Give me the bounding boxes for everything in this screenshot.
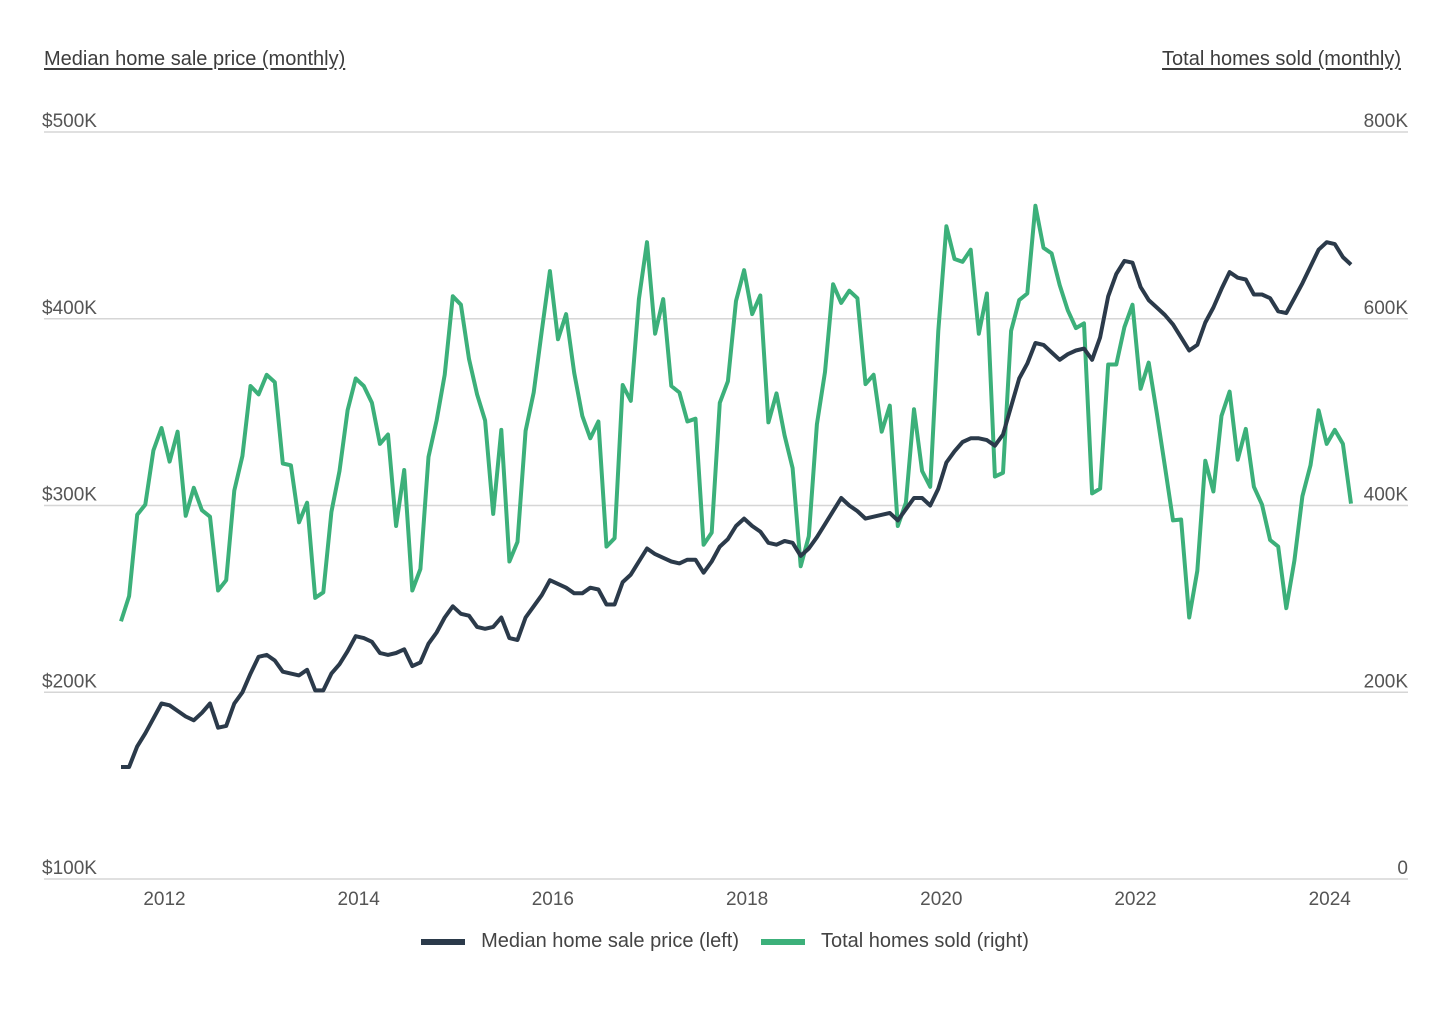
left-axis-title: Median home sale price (monthly) (44, 48, 346, 70)
legend-swatch-sold (761, 938, 805, 945)
x-tick-label: 2022 (1114, 889, 1156, 910)
x-tick-label: 2024 (1309, 889, 1352, 910)
left-tick-label: $400K (42, 298, 97, 319)
legend-label-price: Median home sale price (left) (481, 930, 739, 952)
right-tick-label: 600K (1364, 298, 1409, 319)
left-tick-label: $500K (42, 111, 97, 132)
legend-swatch-price (421, 938, 466, 945)
x-tick-label: 2012 (143, 889, 185, 910)
legend: Median home sale price (left) Total home… (0, 930, 1450, 953)
left-tick-label: $300K (42, 485, 97, 506)
legend-item-price: Median home sale price (left) (421, 930, 739, 953)
x-tick-label: 2018 (726, 889, 768, 910)
right-tick-label: 200K (1364, 671, 1409, 692)
x-tick-label: 2014 (338, 889, 381, 910)
left-tick-label: $200K (42, 671, 97, 692)
series-line-median-price (121, 240, 1353, 769)
right-tick-label: 800K (1364, 111, 1409, 132)
right-axis-title: Total homes sold (monthly) (1162, 48, 1401, 70)
legend-item-sold: Total homes sold (right) (761, 930, 1029, 953)
series-line-homes-sold (119, 203, 1353, 622)
left-tick-label: $100K (42, 858, 97, 879)
x-tick-label: 2016 (532, 889, 574, 910)
right-tick-label: 400K (1364, 485, 1409, 506)
x-tick-label: 2020 (920, 889, 962, 910)
legend-label-sold: Total homes sold (right) (821, 930, 1029, 952)
right-tick-label: 0 (1397, 858, 1408, 879)
